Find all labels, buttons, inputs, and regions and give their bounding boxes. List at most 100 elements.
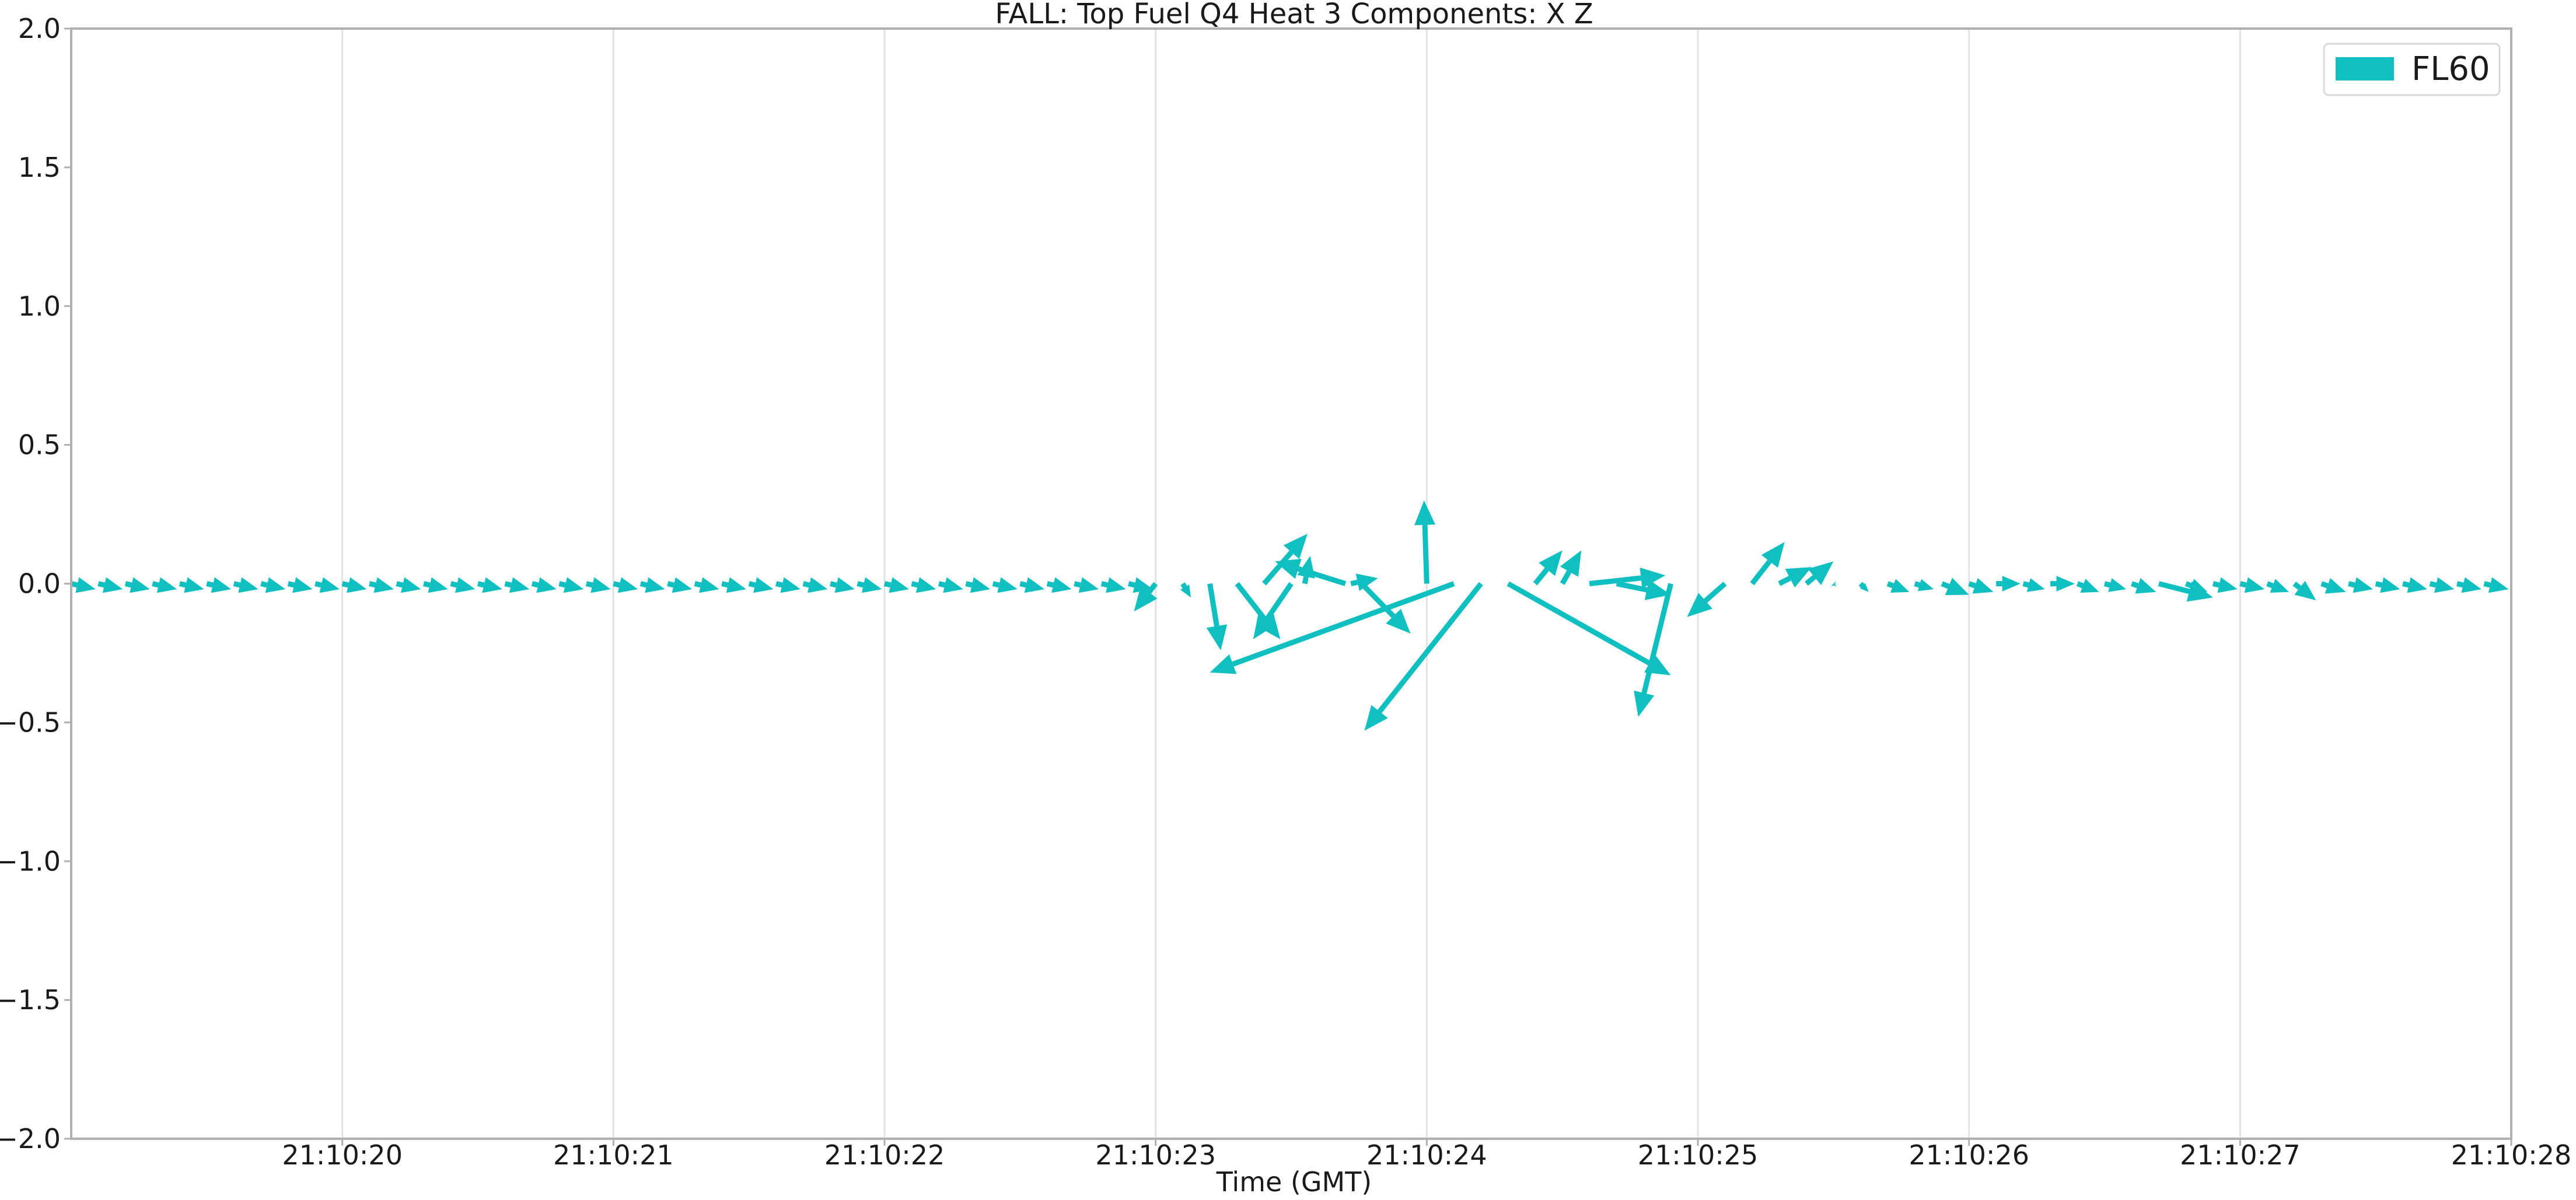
- arrow-38: [1100, 577, 1126, 593]
- arrow-44: [1262, 533, 1308, 586]
- y-tick-label-2: 1.0: [18, 291, 61, 322]
- x-tick-label-8: 21:10:28: [2451, 1139, 2572, 1171]
- x-tick-label-1: 21:10:21: [553, 1139, 674, 1171]
- arrow-67: [1941, 578, 1969, 596]
- arrow-14: [450, 577, 476, 593]
- y-tick-label-0: 2.0: [18, 13, 61, 44]
- legend: FL60: [2323, 43, 2501, 96]
- arrow-22: [667, 577, 693, 593]
- arrow-19: [585, 577, 611, 593]
- arrow-64: [1858, 582, 1869, 592]
- arrow-76: [2184, 579, 2208, 593]
- arrow-21: [639, 577, 665, 593]
- arrow-69: [1996, 576, 2021, 592]
- arrow-41: [1180, 582, 1191, 598]
- x-tick-label-5: 21:10:25: [1638, 1139, 1759, 1171]
- arrow-2: [124, 577, 150, 593]
- x-tick-label-2: 21:10:22: [824, 1139, 945, 1171]
- arrow-72: [2076, 579, 2099, 593]
- arrow-30: [884, 577, 909, 593]
- arrow-47: [1275, 558, 1347, 586]
- arrow-13: [423, 577, 448, 593]
- arrow-82: [2348, 577, 2373, 593]
- legend-label-fl60: FL60: [2411, 50, 2490, 88]
- y-tick-label-5: −0.5: [0, 706, 61, 738]
- arrow-36: [1046, 577, 1072, 593]
- arrow-29: [857, 577, 882, 593]
- arrow-84: [2402, 577, 2427, 593]
- arrow-16: [504, 577, 530, 593]
- arrow-42: [1206, 583, 1228, 650]
- arrow-1: [97, 577, 123, 593]
- arrow-8: [287, 577, 313, 593]
- x-tick-label-0: 21:10:20: [282, 1139, 403, 1171]
- legend-swatch-fl60: [2336, 57, 2394, 81]
- arrow-73: [2103, 578, 2127, 592]
- arrow-series-fl60: [71, 500, 2509, 731]
- arrow-32: [938, 577, 963, 593]
- y-tick-label-3: 0.5: [18, 429, 61, 461]
- arrow-86: [2456, 577, 2481, 593]
- arrow-37: [1074, 577, 1099, 593]
- arrow-23: [694, 577, 719, 593]
- arrow-20: [613, 577, 638, 593]
- arrow-45: [1253, 582, 1294, 639]
- arrow-18: [558, 577, 584, 593]
- y-axis-ticks: 2.0 1.5 1.0 0.5 0.0 −0.5 −1.0 −1.5 −2.0: [0, 13, 71, 1154]
- arrow-33: [965, 577, 991, 593]
- x-tick-label-3: 21:10:23: [1095, 1139, 1216, 1171]
- arrow-58: [1634, 583, 1673, 717]
- arrow-50: [1414, 500, 1435, 584]
- arrow-74: [2131, 578, 2156, 594]
- arrow-59: [1687, 582, 1727, 617]
- arrow-31: [911, 577, 936, 593]
- x-axis-label: Time (GMT): [1216, 1166, 1372, 1198]
- arrow-81: [2320, 578, 2346, 594]
- y-tick-label-4: 0.0: [18, 568, 61, 600]
- arrow-52: [1364, 582, 1483, 731]
- arrow-77: [2212, 577, 2238, 593]
- arrow-62: [1805, 561, 1834, 586]
- arrow-66: [1914, 579, 1934, 592]
- arrow-34: [992, 577, 1018, 593]
- arrow-40: [1134, 582, 1158, 612]
- arrow-85: [2429, 577, 2455, 593]
- arrow-10: [341, 577, 367, 593]
- arrow-83: [2375, 577, 2400, 593]
- y-tick-label-8: −2.0: [0, 1123, 61, 1154]
- arrow-63: [1831, 582, 1836, 587]
- chart-title: FALL: Top Fuel Q4 Heat 3 Components: X Z: [995, 0, 1593, 30]
- arrow-39: [1128, 577, 1153, 593]
- arrow-55: [1560, 550, 1582, 585]
- arrow-70: [2022, 578, 2045, 592]
- arrow-56: [1589, 567, 1666, 589]
- arrow-5: [206, 577, 232, 593]
- arrow-60: [1750, 542, 1785, 586]
- x-tick-label-7: 21:10:27: [2180, 1139, 2301, 1171]
- arrow-4: [179, 577, 204, 593]
- arrow-35: [1019, 577, 1045, 593]
- arrow-26: [775, 577, 801, 593]
- arrow-6: [233, 577, 258, 593]
- arrow-68: [1968, 578, 1994, 594]
- arrow-9: [314, 577, 340, 593]
- y-tick-label-1: 1.5: [18, 152, 61, 183]
- arrow-51: [1210, 581, 1455, 674]
- arrow-54: [1533, 550, 1563, 586]
- arrow-57: [1616, 579, 1671, 600]
- arrow-65: [1886, 579, 1910, 593]
- arrow-12: [396, 577, 421, 593]
- arrow-87: [2483, 577, 2509, 593]
- arrow-25: [748, 577, 774, 593]
- arrow-28: [830, 577, 855, 593]
- x-axis-ticks: 21:10:20 21:10:21 21:10:22 21:10:23 21:10:24…: [282, 1139, 2571, 1171]
- arrow-49: [1359, 582, 1411, 634]
- legend-box: [2323, 43, 2501, 96]
- arrow-79: [2266, 579, 2289, 593]
- arrow-78: [2239, 577, 2265, 593]
- arrow-80: [2292, 580, 2316, 600]
- arrow-27: [802, 577, 828, 593]
- x-tick-label-4: 21:10:24: [1366, 1139, 1487, 1171]
